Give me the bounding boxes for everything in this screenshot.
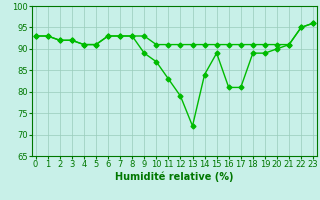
X-axis label: Humidité relative (%): Humidité relative (%) <box>115 172 234 182</box>
